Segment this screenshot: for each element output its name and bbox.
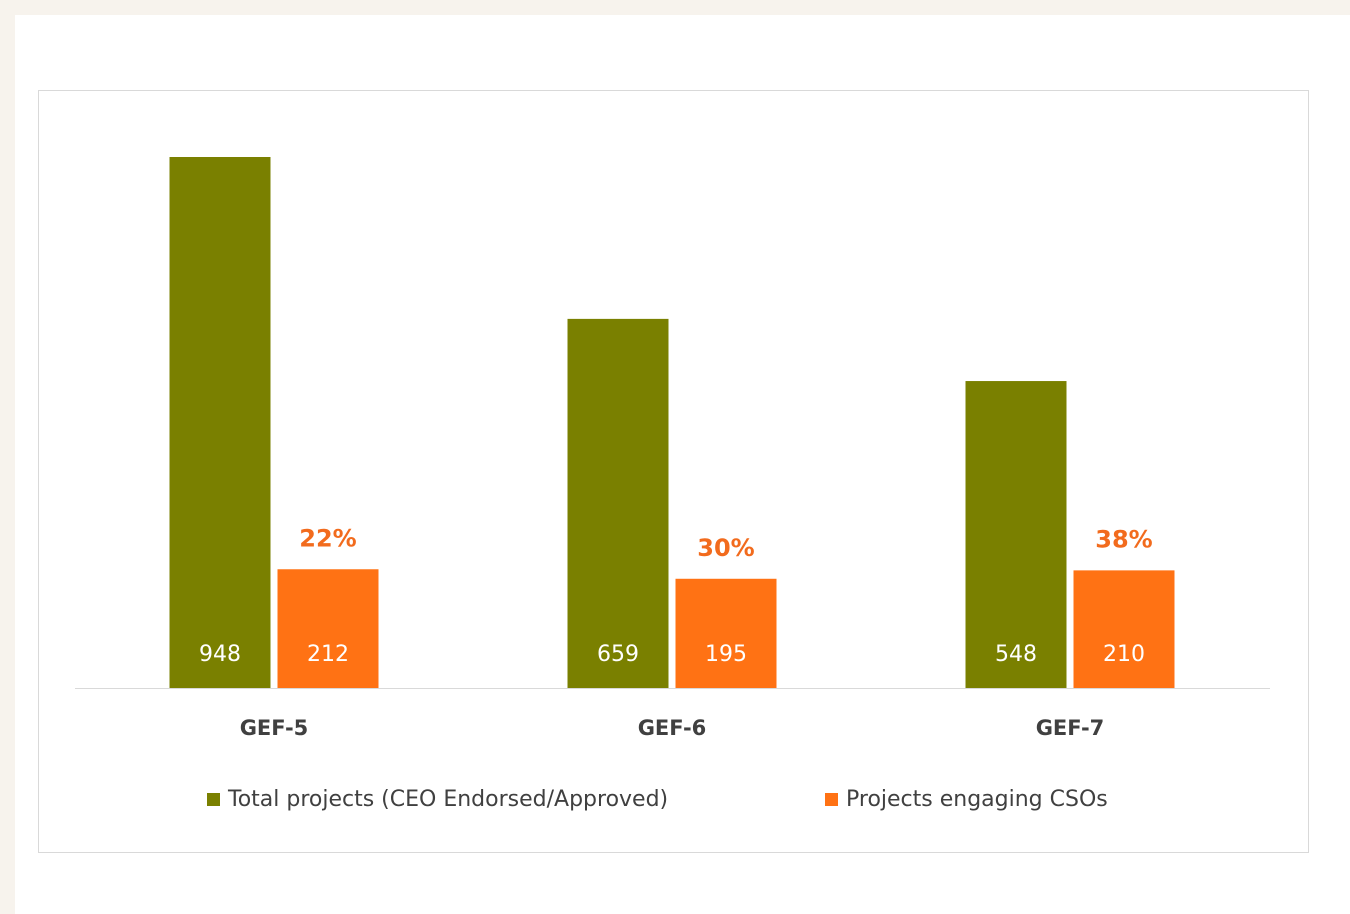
- value-label: 948: [199, 642, 241, 667]
- x-tick-label: GEF-6: [638, 716, 707, 740]
- bar: [567, 318, 669, 688]
- value-label: 659: [597, 642, 639, 667]
- share-label: 30%: [697, 534, 754, 562]
- value-label: 195: [705, 642, 747, 667]
- bar: [169, 157, 271, 688]
- share-label: 38%: [1095, 525, 1152, 553]
- value-label: 212: [307, 642, 349, 667]
- bar: [1073, 570, 1175, 688]
- bar: [965, 381, 1067, 688]
- share-label: 22%: [299, 524, 356, 552]
- legend-label: Projects engaging CSOs: [846, 787, 1108, 812]
- bar: [675, 578, 777, 688]
- value-label: 548: [995, 642, 1037, 667]
- bar: [277, 569, 379, 688]
- legend-swatch: [825, 793, 838, 806]
- x-tick-label: GEF-7: [1036, 716, 1105, 740]
- legend-swatch: [207, 793, 220, 806]
- value-label: 210: [1103, 642, 1145, 667]
- legend-label: Total projects (CEO Endorsed/Approved): [227, 787, 668, 812]
- x-tick-label: GEF-5: [240, 716, 309, 740]
